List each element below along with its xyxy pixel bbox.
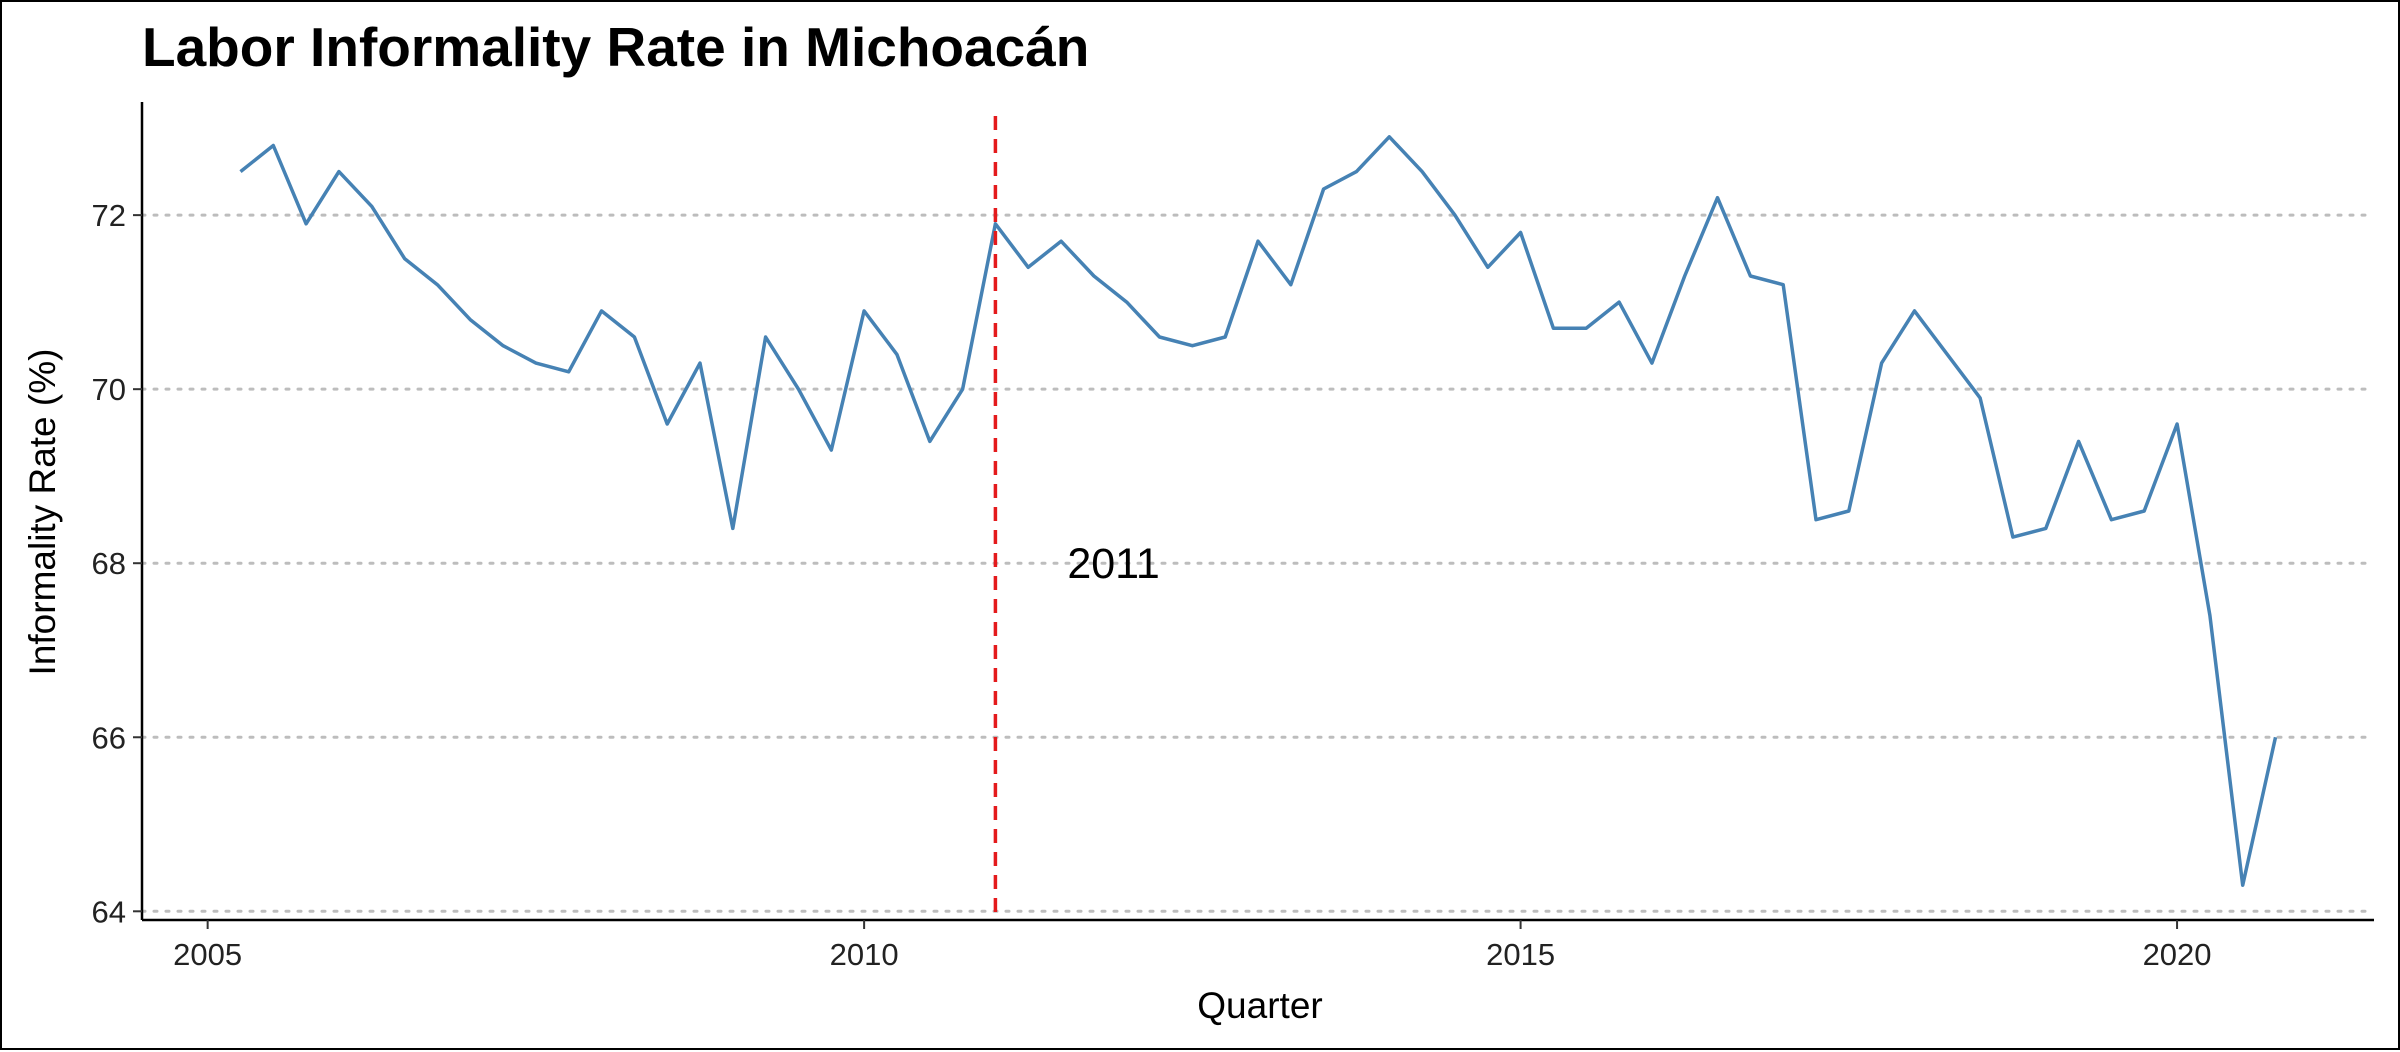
gridlines <box>140 213 2376 913</box>
axes <box>140 102 2374 922</box>
y-axis-ticks: 64 66 68 70 72 <box>92 198 142 929</box>
x-tick-label: 2005 <box>173 937 242 972</box>
chart-title: Labor Informality Rate in Michoacán <box>142 16 1089 78</box>
annotation-label: 2011 <box>1067 540 1159 588</box>
x-axis-ticks: 2005 2010 2015 2020 <box>173 920 2212 972</box>
y-tick-label: 68 <box>92 546 126 581</box>
series-line <box>239 135 2278 887</box>
x-axis-label: Quarter <box>1197 985 1322 1026</box>
y-tick-label: 66 <box>92 720 126 755</box>
y-tick-label: 64 <box>92 894 126 929</box>
x-tick-label: 2015 <box>1486 937 1555 972</box>
plot-marks: 2011 <box>239 116 2278 920</box>
y-tick-label: 72 <box>92 198 126 233</box>
x-tick-label: 2020 <box>2143 937 2212 972</box>
x-tick-label: 2010 <box>830 937 899 972</box>
y-tick-label: 70 <box>92 372 126 407</box>
y-axis-label: Informality Rate (%) <box>22 349 63 676</box>
